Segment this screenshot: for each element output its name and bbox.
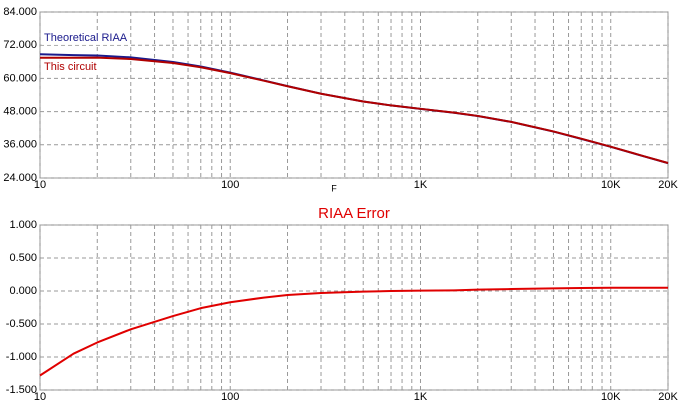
x-axis-label: F (331, 183, 337, 193)
x-tick-label: 10K (601, 179, 621, 191)
y-tick-label: 24.000 (3, 172, 37, 184)
legend-background (42, 59, 99, 74)
y-tick-label: 60.000 (3, 72, 37, 84)
x-tick-label: 1K (414, 179, 428, 191)
y-tick-label: -1.500 (6, 384, 37, 396)
legend-background (42, 30, 130, 45)
y-tick-label: 0.000 (9, 285, 37, 297)
y-tick-label: -1.000 (6, 351, 37, 363)
x-tick-label: 10 (34, 179, 46, 191)
legend-label: This circuit (44, 61, 97, 73)
plot-frame (39, 11, 669, 179)
legend-label: Theoretical RIAA (44, 32, 128, 44)
x-tick-label: 20K (658, 391, 678, 403)
x-tick-label: 1K (414, 391, 428, 403)
series-line (39, 56, 669, 164)
series-line (39, 53, 669, 165)
x-tick-label: 100 (221, 391, 239, 403)
x-tick-label: 10 (34, 391, 46, 403)
y-tick-label: -0.500 (6, 318, 37, 330)
x-tick-label: 20K (658, 179, 678, 191)
y-tick-label: 36.000 (3, 139, 37, 151)
plot-frame (39, 224, 669, 391)
y-tick-label: 0.500 (9, 252, 37, 264)
y-tick-label: 48.000 (3, 106, 37, 118)
y-tick-label: 1.000 (9, 219, 37, 231)
x-tick-label: 100 (221, 179, 239, 191)
y-tick-label: 84.000 (3, 6, 37, 18)
series-line (39, 286, 668, 377)
chart-title: RIAA Error (318, 205, 390, 222)
y-tick-label: 72.000 (3, 39, 37, 51)
x-tick-label: 10K (601, 391, 621, 403)
